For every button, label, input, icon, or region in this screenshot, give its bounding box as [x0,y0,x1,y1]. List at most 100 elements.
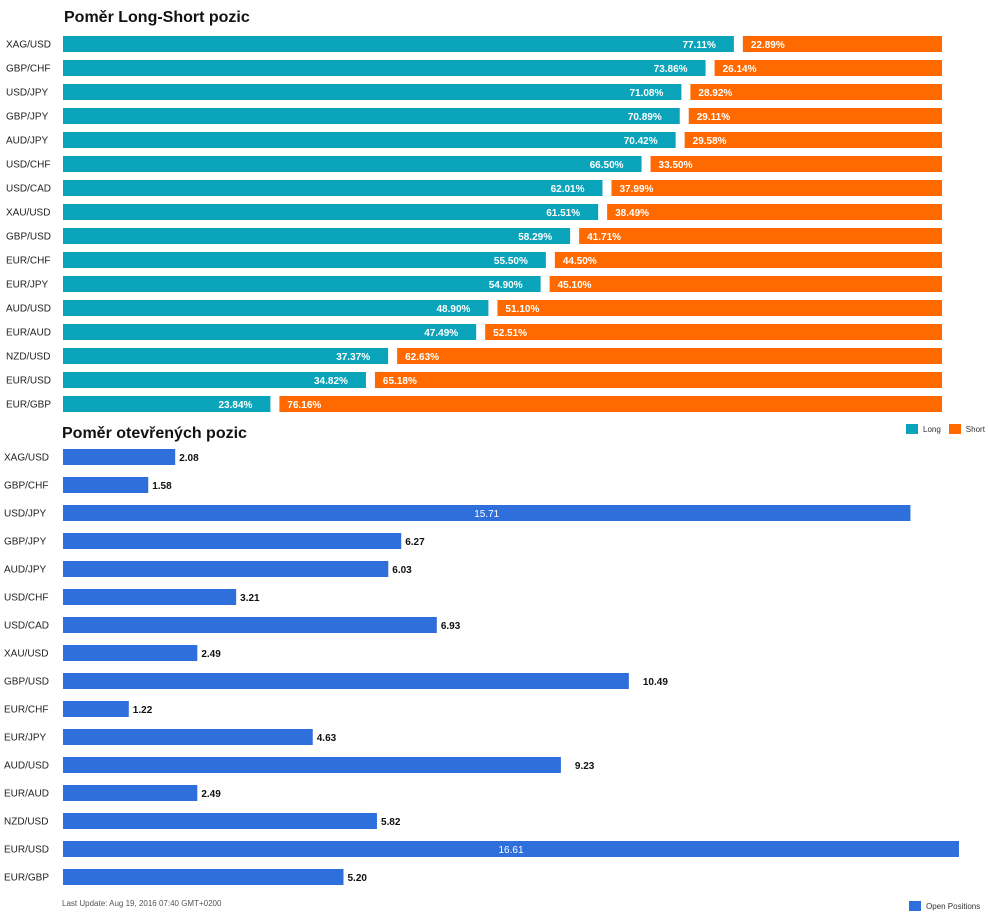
open-positions-bar-aud-usd [63,757,561,773]
open-category-label-usd-jpy: USD/JPY [4,509,47,520]
short-value-label-usd-chf: 33.50% [659,160,693,171]
short-value-label-gbp-jpy: 29.11% [697,112,730,123]
open-positions-legend-label: Open Positions [926,901,981,911]
long-legend-label: Long [923,424,941,434]
short-value-label-usd-cad: 37.99% [619,184,653,195]
open-positions-bar-gbp-chf [63,477,149,493]
long-short-legend: Long Short [906,424,985,434]
long-value-label-gbp-jpy: 70.89% [628,112,662,123]
open-positions-bar-xag-usd [63,449,176,465]
short-bar-eur-usd [374,372,943,388]
open-category-label-xau-usd: XAU/USD [4,649,48,660]
category-label-eur-jpy: EUR/JPY [6,280,49,291]
category-label-eur-chf: EUR/CHF [6,256,50,267]
category-label-usd-cad: USD/CAD [6,184,51,195]
open-positions-bar-gbp-jpy [63,533,402,549]
open-category-label-eur-usd: EUR/USD [4,845,49,856]
long-value-label-eur-aud: 47.49% [424,328,458,339]
open-positions-value-label-xag-usd: 2.08 [179,453,199,464]
short-value-label-eur-gbp: 76.16% [287,400,321,411]
short-value-label-usd-jpy: 28.92% [698,88,732,99]
short-bar-gbp-usd [579,228,942,244]
category-label-gbp-jpy: GBP/JPY [6,112,49,123]
short-value-label-nzd-usd: 62.63% [405,352,439,363]
category-label-usd-jpy: USD/JPY [6,88,49,99]
open-positions-legend: Open Positions [909,901,980,911]
long-bar-eur-gbp [63,396,271,412]
long-bar-xag-usd [63,36,734,52]
short-bar-aud-usd [497,300,942,316]
short-value-label-xag-usd: 22.89% [751,40,785,51]
open-positions-bar-usd-chf [63,589,237,605]
category-label-xau-usd: XAU/USD [6,208,50,219]
open-positions-bar-gbp-usd [63,673,629,689]
open-positions-value-label-eur-usd: 16.61 [498,845,523,856]
long-bar-eur-chf [63,252,546,268]
open-category-label-eur-aud: EUR/AUD [4,789,49,800]
short-value-label-aud-jpy: 29.58% [693,136,727,147]
long-value-label-aud-usd: 48.90% [437,304,471,315]
open-category-label-usd-chf: USD/CHF [4,593,48,604]
open-positions-value-label-eur-chf: 1.22 [133,705,153,716]
long-bar-usd-jpy [63,84,682,100]
long-bar-aud-jpy [63,132,676,148]
open-positions-chart-title: Poměr otevřených pozic [62,425,247,442]
short-legend-swatch [948,424,961,434]
long-value-label-eur-chf: 55.50% [494,256,528,267]
category-label-eur-aud: EUR/AUD [6,328,51,339]
category-label-usd-chf: USD/CHF [6,160,50,171]
long-bar-gbp-jpy [63,108,680,124]
category-label-aud-jpy: AUD/JPY [6,136,49,147]
open-category-label-xag-usd: XAG/USD [4,453,49,464]
open-positions-value-label-eur-aud: 2.49 [201,789,221,800]
long-short-chart-title: Poměr Long-Short pozic [64,9,250,26]
open-positions-value-label-nzd-usd: 5.82 [381,817,401,828]
short-value-label-gbp-usd: 41.71% [587,232,621,243]
open-positions-bar-usd-cad [63,617,437,633]
open-positions-bar-eur-aud [63,785,198,801]
category-label-gbp-usd: GBP/USD [6,232,51,243]
category-label-xag-usd: XAG/USD [6,40,51,51]
short-value-label-eur-chf: 44.50% [563,256,597,267]
open-positions-bar-nzd-usd [63,813,377,829]
open-positions-value-label-gbp-chf: 1.58 [152,481,172,492]
open-positions-value-label-aud-jpy: 6.03 [392,565,412,576]
open-positions-value-label-usd-chf: 3.21 [240,593,260,604]
open-category-label-eur-jpy: EUR/JPY [4,733,47,744]
open-category-label-eur-gbp: EUR/GBP [4,873,49,884]
open-positions-value-label-aud-usd: 9.23 [575,761,595,772]
long-bar-gbp-usd [63,228,571,244]
long-bar-eur-aud [63,324,477,340]
category-label-gbp-chf: GBP/CHF [6,64,50,75]
short-bar-gbp-chf [714,60,942,76]
open-category-label-eur-chf: EUR/CHF [4,705,48,716]
open-category-label-usd-cad: USD/CAD [4,621,49,632]
short-value-label-gbp-chf: 26.14% [723,64,757,75]
long-value-label-gbp-chf: 73.86% [654,64,688,75]
long-bar-eur-usd [63,372,366,388]
open-positions-legend-swatch [909,901,921,911]
short-bar-usd-jpy [690,84,942,100]
short-bar-usd-chf [650,156,942,172]
open-category-label-aud-jpy: AUD/JPY [4,565,47,576]
short-bar-eur-jpy [549,276,942,292]
short-bar-usd-cad [611,180,942,196]
open-positions-value-label-xau-usd: 2.49 [201,649,221,660]
open-positions-value-label-eur-jpy: 4.63 [317,733,337,744]
long-bar-usd-cad [63,180,603,196]
open-positions-bar-aud-jpy [63,561,389,577]
long-bar-eur-jpy [63,276,541,292]
long-bar-xau-usd [63,204,599,220]
open-positions-bar-eur-usd [63,841,959,857]
open-positions-value-label-gbp-usd: 10.49 [643,677,668,688]
open-category-label-gbp-chf: GBP/CHF [4,481,48,492]
open-positions-value-label-eur-gbp: 5.20 [348,873,368,884]
long-value-label-usd-chf: 66.50% [590,160,624,171]
category-label-nzd-usd: NZD/USD [6,352,50,363]
short-bar-eur-gbp [279,396,943,412]
open-positions-bar-eur-jpy [63,729,313,745]
long-legend-swatch [906,424,918,434]
long-value-label-eur-gbp: 23.84% [218,400,252,411]
short-value-label-aud-usd: 51.10% [505,304,539,315]
